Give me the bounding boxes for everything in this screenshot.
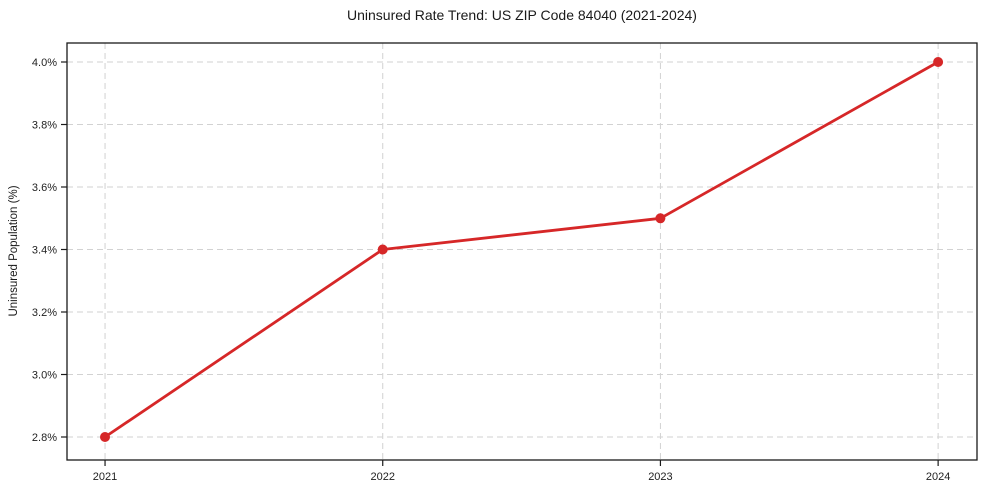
x-tick-label: 2023 xyxy=(648,471,672,483)
y-tick-label: 3.2% xyxy=(32,307,57,319)
y-tick-label: 3.0% xyxy=(32,370,57,382)
data-point-marker xyxy=(100,432,110,442)
trend-line xyxy=(103,60,940,439)
x-tick-label: 2024 xyxy=(926,471,950,483)
chart-title: Uninsured Rate Trend: US ZIP Code 84040 … xyxy=(347,7,697,23)
y-tick-label: 3.4% xyxy=(32,245,57,257)
x-tick-label: 2021 xyxy=(93,471,117,483)
y-tick-label: 3.6% xyxy=(32,182,57,194)
y-tick-label: 2.8% xyxy=(32,432,57,444)
data-point-marker xyxy=(377,244,388,255)
data-point-marker xyxy=(655,213,666,224)
x-tick-label: 2022 xyxy=(370,471,394,483)
data-point-marker xyxy=(933,57,944,67)
plot-border xyxy=(66,42,978,461)
y-tick-label: 4.0% xyxy=(32,57,57,69)
y-tick-label: 3.8% xyxy=(32,120,57,132)
